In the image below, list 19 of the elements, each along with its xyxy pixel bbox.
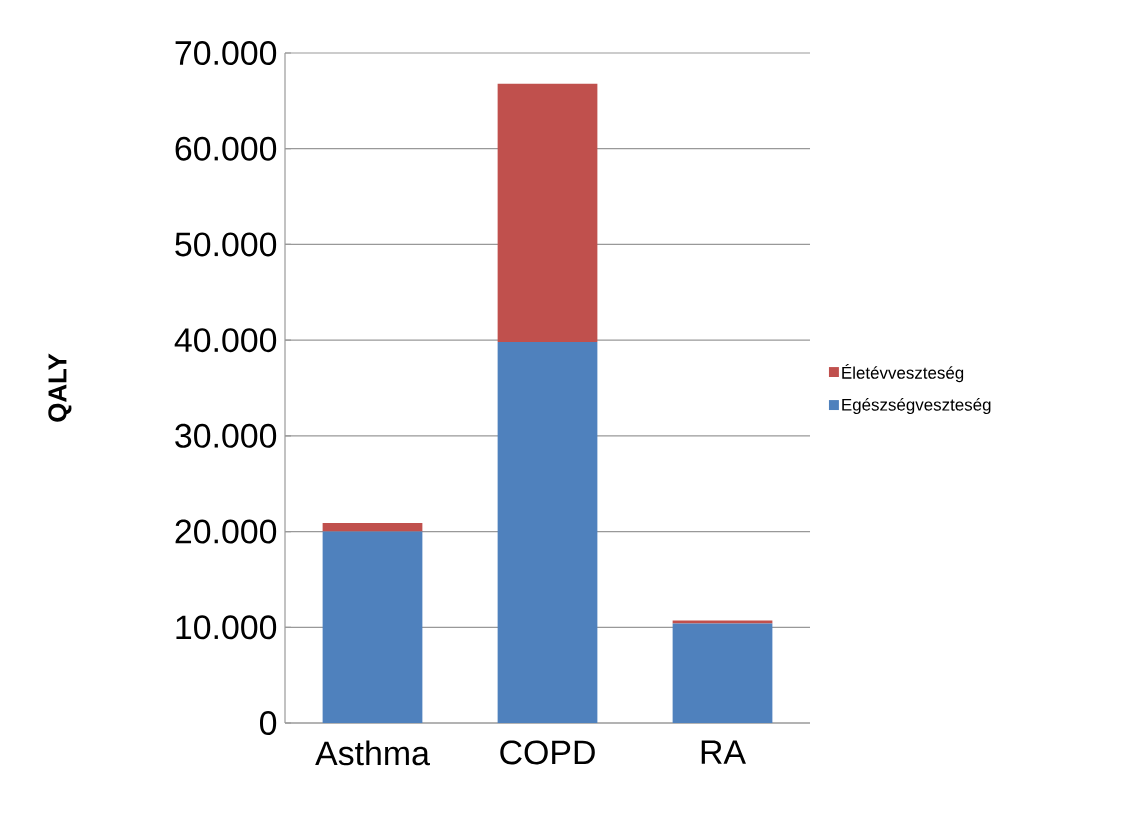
legend-label: Életévveszteség [842, 363, 964, 383]
bar [322, 531, 423, 723]
y-tick-label: 20.000 [175, 519, 277, 544]
y-tick-label: 10.000 [176, 615, 277, 640]
x-tick-label: COPD [500, 740, 595, 765]
x-tick-label: RA [701, 740, 746, 764]
bar [497, 342, 598, 723]
y-axis-title: QALY [48, 353, 72, 422]
y-tick-label: 0 [259, 711, 277, 735]
y-tick-label: 40.000 [174, 328, 277, 353]
y-tick-label: 70.000 [175, 41, 277, 65]
x-tick-label: Asthma [315, 740, 430, 766]
bar [497, 83, 598, 343]
y-tick-label: 50.000 [175, 232, 277, 257]
y-tick-label: 60.000 [175, 136, 277, 161]
bar [322, 522, 423, 532]
legend-label: Egészségveszteség [842, 398, 991, 415]
y-tick-label: 30.000 [175, 423, 277, 448]
bar [672, 623, 773, 723]
